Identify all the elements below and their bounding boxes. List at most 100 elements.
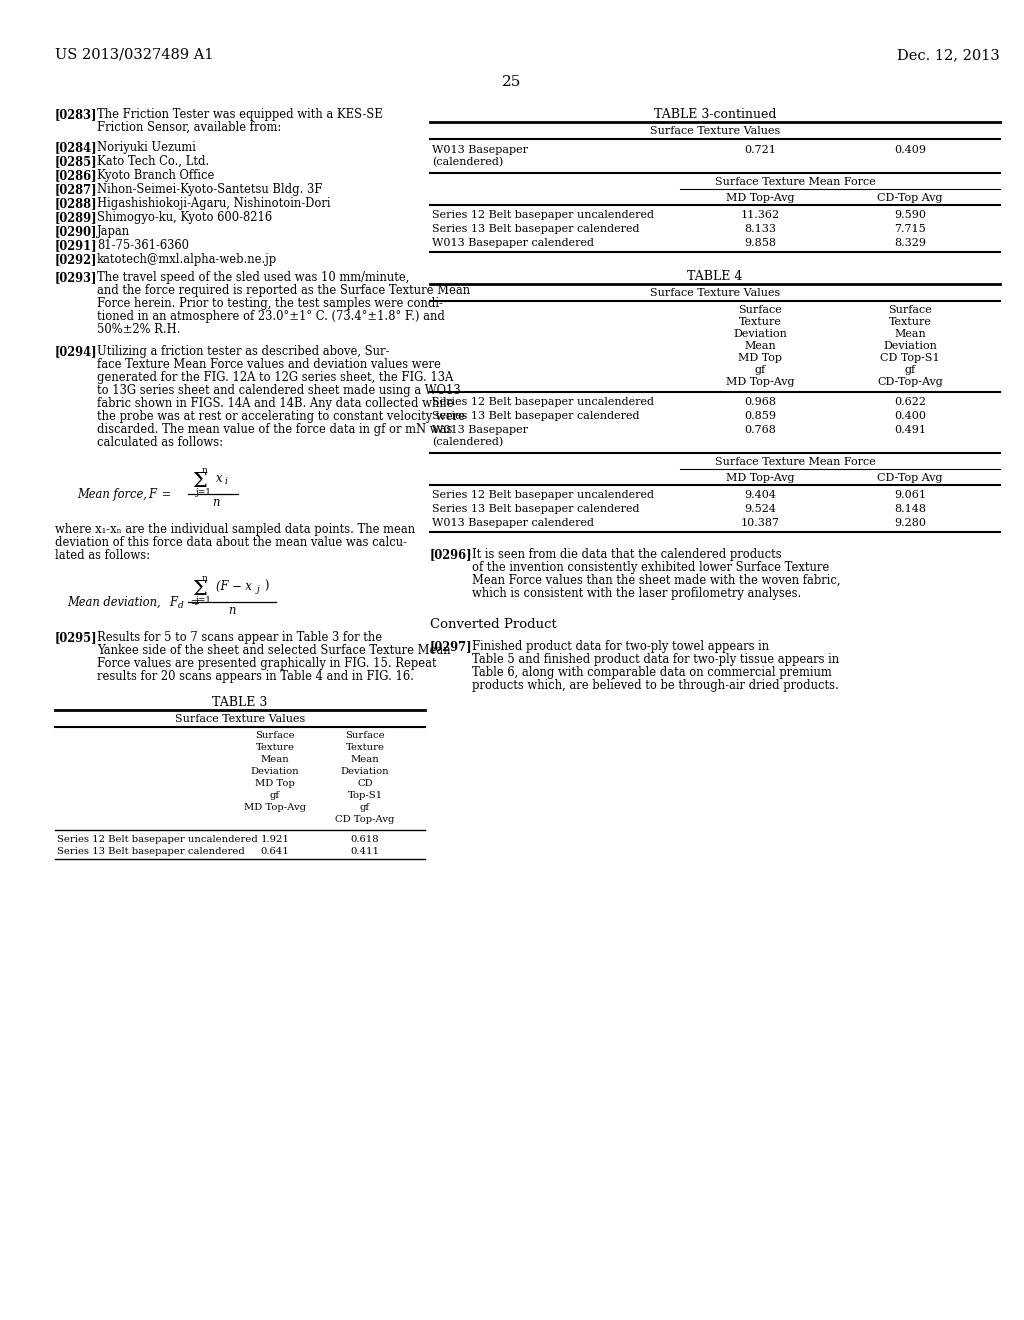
- Text: [0293]: [0293]: [55, 271, 97, 284]
- Text: gf: gf: [360, 803, 370, 812]
- Text: MD Top-Avg: MD Top-Avg: [726, 473, 795, 483]
- Text: lated as follows:: lated as follows:: [55, 549, 150, 562]
- Text: n: n: [228, 605, 236, 616]
- Text: Series 12 Belt basepaper uncalendered: Series 12 Belt basepaper uncalendered: [432, 397, 654, 407]
- Text: TABLE 3-continued: TABLE 3-continued: [653, 108, 776, 121]
- Text: US 2013/0327489 A1: US 2013/0327489 A1: [55, 48, 213, 62]
- Text: Table 6, along with comparable data on commercial premium: Table 6, along with comparable data on c…: [472, 667, 831, 678]
- Text: gf: gf: [270, 791, 280, 800]
- Text: CD-Top-Avg: CD-Top-Avg: [878, 378, 943, 387]
- Text: Force values are presented graphically in FIG. 15. Repeat: Force values are presented graphically i…: [97, 657, 436, 671]
- Text: Surface: Surface: [738, 305, 782, 315]
- Text: F: F: [148, 488, 156, 502]
- Text: Series 12 Belt basepaper uncalendered: Series 12 Belt basepaper uncalendered: [432, 210, 654, 220]
- Text: Series 13 Belt basepaper calendered: Series 13 Belt basepaper calendered: [432, 504, 640, 513]
- Text: Mean force,: Mean force,: [77, 488, 146, 502]
- Text: results for 20 scans appears in Table 4 and in FIG. 16.: results for 20 scans appears in Table 4 …: [97, 671, 414, 682]
- Text: CD Top-Avg: CD Top-Avg: [335, 814, 394, 824]
- Text: 9.404: 9.404: [744, 490, 776, 500]
- Text: Surface Texture Mean Force: Surface Texture Mean Force: [715, 457, 876, 467]
- Text: Yankee side of the sheet and selected Surface Texture Mean: Yankee side of the sheet and selected Su…: [97, 644, 451, 657]
- Text: (calendered): (calendered): [432, 437, 503, 447]
- Text: F: F: [169, 597, 177, 609]
- Text: [0294]: [0294]: [55, 345, 97, 358]
- Text: Mean Force values than the sheet made with the woven fabric,: Mean Force values than the sheet made wi…: [472, 574, 841, 587]
- Text: Kato Tech Co., Ltd.: Kato Tech Co., Ltd.: [97, 154, 209, 168]
- Text: j: j: [257, 585, 260, 594]
- Text: katotech@mxl.alpha-web.ne.jp: katotech@mxl.alpha-web.ne.jp: [97, 253, 278, 267]
- Text: [0289]: [0289]: [55, 211, 97, 224]
- Text: 25: 25: [503, 75, 521, 88]
- Text: which is consistent with the laser profilometry analyses.: which is consistent with the laser profi…: [472, 587, 801, 601]
- Text: [0297]: [0297]: [430, 640, 473, 653]
- Text: 81-75-361-6360: 81-75-361-6360: [97, 239, 189, 252]
- Text: [0296]: [0296]: [430, 548, 473, 561]
- Text: of the invention consistently exhibited lower Surface Texture: of the invention consistently exhibited …: [472, 561, 829, 574]
- Text: MD Top-Avg: MD Top-Avg: [244, 803, 306, 812]
- Text: MD Top: MD Top: [255, 779, 295, 788]
- Text: 8.133: 8.133: [744, 224, 776, 234]
- Text: [0291]: [0291]: [55, 239, 97, 252]
- Text: W013 Basepaper: W013 Basepaper: [432, 425, 528, 436]
- Text: Surface Texture Mean Force: Surface Texture Mean Force: [715, 177, 876, 187]
- Text: =: =: [158, 488, 171, 502]
- Text: Texture: Texture: [256, 743, 295, 752]
- Text: W013 Basepaper calendered: W013 Basepaper calendered: [432, 517, 594, 528]
- Text: 0.721: 0.721: [744, 145, 776, 154]
- Text: Noriyuki Uezumi: Noriyuki Uezumi: [97, 141, 196, 154]
- Text: The Friction Tester was equipped with a KES-SE: The Friction Tester was equipped with a …: [97, 108, 383, 121]
- Text: [0286]: [0286]: [55, 169, 97, 182]
- Text: Series 13 Belt basepaper calendered: Series 13 Belt basepaper calendered: [432, 224, 640, 234]
- Text: i: i: [225, 477, 228, 486]
- Text: CD-Top Avg: CD-Top Avg: [878, 193, 943, 203]
- Text: Force herein. Prior to testing, the test samples were condi-: Force herein. Prior to testing, the test…: [97, 297, 442, 310]
- Text: Mean deviation,: Mean deviation,: [67, 597, 161, 609]
- Text: 0.411: 0.411: [350, 847, 380, 855]
- Text: and the force required is reported as the Surface Texture Mean: and the force required is reported as th…: [97, 284, 470, 297]
- Text: W013 Basepaper: W013 Basepaper: [432, 145, 528, 154]
- Text: Shimogyo-ku, Kyoto 600-8216: Shimogyo-ku, Kyoto 600-8216: [97, 211, 272, 224]
- Text: Σ: Σ: [193, 473, 207, 491]
- Text: Japan: Japan: [97, 224, 130, 238]
- Text: gf: gf: [755, 366, 766, 375]
- Text: n: n: [212, 496, 219, 510]
- Text: Mean: Mean: [894, 329, 926, 339]
- Text: j=1: j=1: [196, 597, 212, 605]
- Text: Top-S1: Top-S1: [347, 791, 383, 800]
- Text: tioned in an atmosphere of 23.0°±1° C. (73.4°±1.8° F.) and: tioned in an atmosphere of 23.0°±1° C. (…: [97, 310, 444, 323]
- Text: Texture: Texture: [889, 317, 932, 327]
- Text: 50%±2% R.H.: 50%±2% R.H.: [97, 323, 180, 337]
- Text: [0287]: [0287]: [55, 183, 97, 195]
- Text: =: =: [187, 597, 201, 609]
- Text: face Texture Mean Force values and deviation values were: face Texture Mean Force values and devia…: [97, 358, 441, 371]
- Text: Surface: Surface: [888, 305, 932, 315]
- Text: calculated as follows:: calculated as follows:: [97, 436, 223, 449]
- Text: 7.715: 7.715: [894, 224, 926, 234]
- Text: j=1: j=1: [196, 488, 212, 498]
- Text: [0285]: [0285]: [55, 154, 97, 168]
- Text: 0.641: 0.641: [261, 847, 290, 855]
- Text: the probe was at rest or accelerating to constant velocity were: the probe was at rest or accelerating to…: [97, 411, 465, 422]
- Text: 0.968: 0.968: [744, 397, 776, 407]
- Text: Dec. 12, 2013: Dec. 12, 2013: [897, 48, 1000, 62]
- Text: 9.590: 9.590: [894, 210, 926, 220]
- Text: 0.409: 0.409: [894, 145, 926, 154]
- Text: products which, are believed to be through-air dried products.: products which, are believed to be throu…: [472, 678, 839, 692]
- Text: Series 13 Belt basepaper calendered: Series 13 Belt basepaper calendered: [57, 847, 245, 855]
- Text: [0290]: [0290]: [55, 224, 97, 238]
- Text: 11.362: 11.362: [740, 210, 779, 220]
- Text: Deviation: Deviation: [883, 341, 937, 351]
- Text: TABLE 4: TABLE 4: [687, 271, 742, 282]
- Text: [0292]: [0292]: [55, 253, 97, 267]
- Text: Kyoto Branch Office: Kyoto Branch Office: [97, 169, 214, 182]
- Text: Series 12 Belt basepaper uncalendered: Series 12 Belt basepaper uncalendered: [57, 836, 258, 843]
- Text: Mean: Mean: [350, 755, 379, 764]
- Text: x: x: [216, 473, 222, 484]
- Text: W013 Basepaper calendered: W013 Basepaper calendered: [432, 238, 594, 248]
- Text: 9.280: 9.280: [894, 517, 926, 528]
- Text: Results for 5 to 7 scans appear in Table 3 for the: Results for 5 to 7 scans appear in Table…: [97, 631, 382, 644]
- Text: deviation of this force data about the mean value was calcu-: deviation of this force data about the m…: [55, 536, 407, 549]
- Text: Surface: Surface: [255, 731, 295, 741]
- Text: fabric shown in FIGS. 14A and 14B. Any data collected while: fabric shown in FIGS. 14A and 14B. Any d…: [97, 397, 454, 411]
- Text: It is seen from die data that the calendered products: It is seen from die data that the calend…: [472, 548, 781, 561]
